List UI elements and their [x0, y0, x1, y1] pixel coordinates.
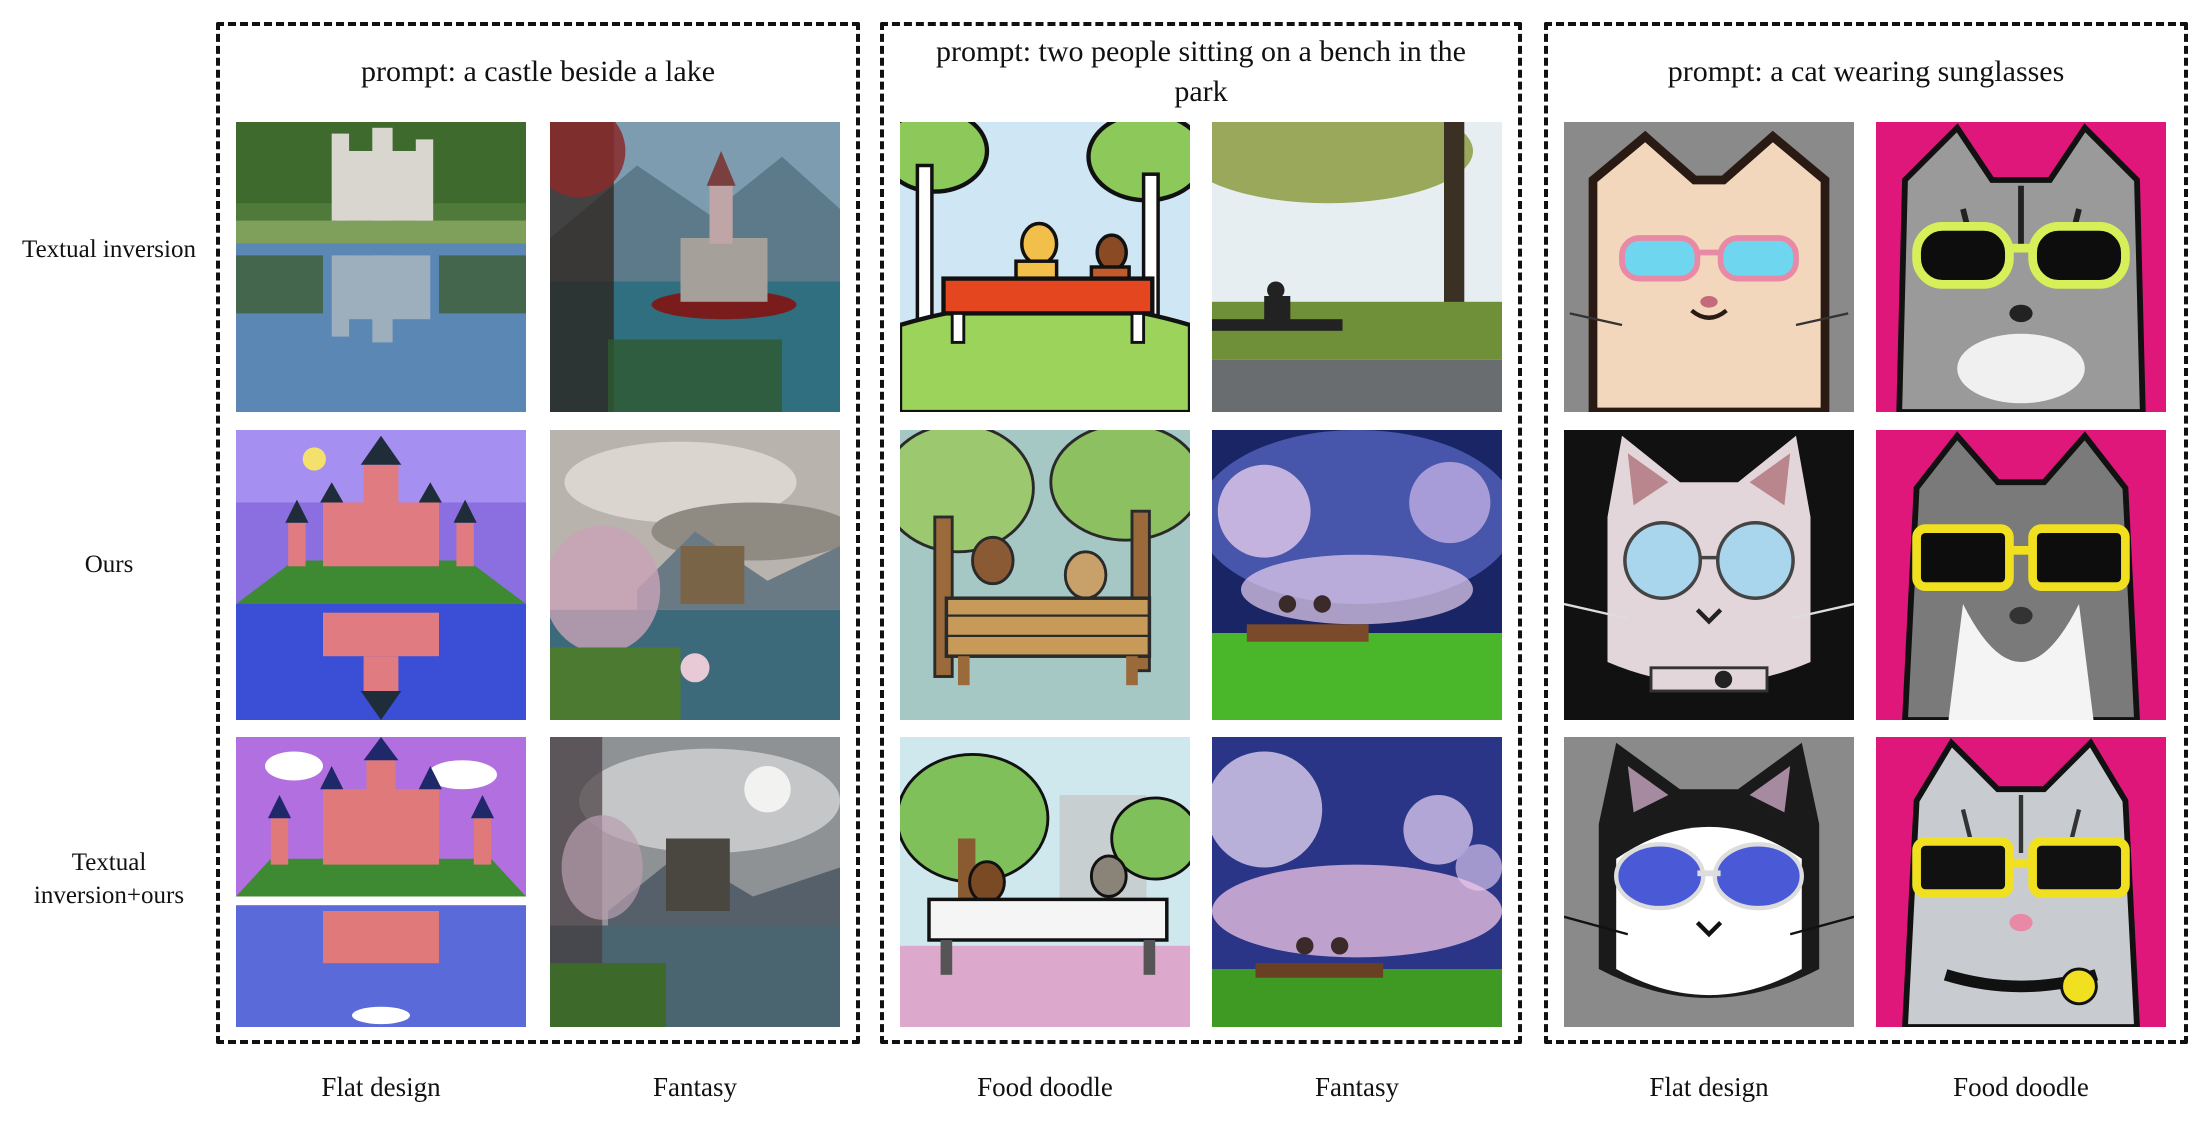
column-label-flat-design: Flat design: [321, 1072, 441, 1102]
panel-cat: prompt: a cat wearing sunglasses: [1544, 22, 2188, 1044]
image-bench-ti-ours-fantasy: [1212, 737, 1502, 1027]
column-label-flat-design: Flat design: [1649, 1072, 1769, 1102]
image-bench-ti-ours-food-doodle: [900, 737, 1190, 1027]
image-castle-ours-flat: [236, 430, 526, 720]
image-cat-ti-flat: [1564, 122, 1854, 412]
image-bench-ours-fantasy: [1212, 430, 1502, 720]
image-castle-ti-ours-fantasy: [550, 737, 840, 1027]
image-cat-ours-food-doodle: [1876, 430, 2166, 720]
image-castle-ti-ours-flat: [236, 737, 526, 1027]
row-label-textual-inversion: Textual inversion: [22, 236, 196, 263]
panel-title: prompt: a castle beside a lake: [360, 55, 716, 88]
image-bench-ours-food-doodle: [900, 430, 1190, 720]
column-label-fantasy: Fantasy: [1315, 1072, 1399, 1102]
image-bench-ti-fantasy: [1212, 122, 1502, 412]
panel-title: prompt: two people sitting on a bench in…: [936, 35, 1466, 108]
column-label-food-doodle: Food doodle: [977, 1072, 1113, 1102]
image-cat-ti-food-doodle: [1876, 122, 2166, 412]
image-castle-ours-fantasy: [550, 430, 840, 720]
panel-title: prompt: a cat wearing sunglasses: [1667, 55, 2065, 88]
row-label-textual-inversion-plus-ours: Textual inversion+ours: [33, 849, 185, 909]
image-bench-ti-food-doodle: [900, 122, 1190, 412]
image-castle-ti-flat: [236, 122, 526, 412]
image-castle-ti-fantasy: [550, 122, 840, 412]
image-cat-ti-ours-food-doodle: [1876, 737, 2166, 1027]
panel-castle: prompt: a castle beside a lake: [216, 22, 860, 1044]
panel-bench: prompt: two people sitting on a bench in…: [880, 22, 1522, 1044]
column-label-fantasy: Fantasy: [653, 1072, 737, 1102]
image-cat-ours-flat: [1564, 430, 1854, 720]
image-cat-ti-ours-flat: [1564, 737, 1854, 1027]
row-label-ours: Ours: [84, 551, 134, 578]
column-label-food-doodle: Food doodle: [1953, 1072, 2089, 1102]
